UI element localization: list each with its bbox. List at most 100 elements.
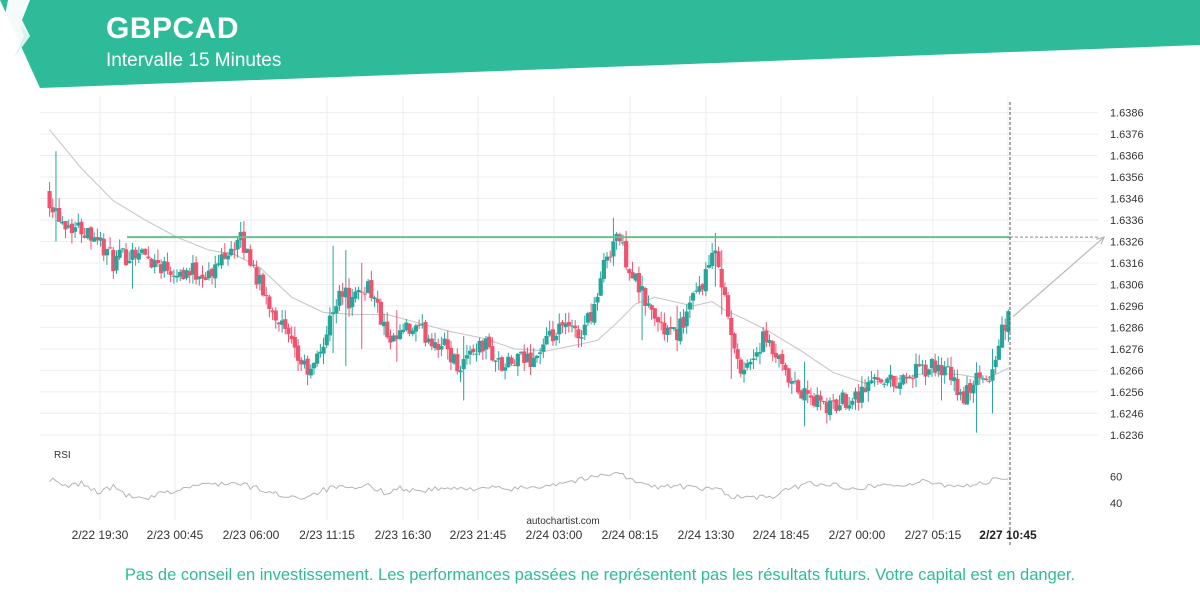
candle-body (369, 280, 374, 299)
candle-body (566, 321, 571, 326)
candle-body (780, 354, 785, 365)
candle-body (611, 241, 616, 257)
candle-body (321, 346, 326, 354)
candle-body (200, 274, 205, 279)
candle-body (827, 400, 833, 416)
price-tick-label: 1.6276 (1110, 344, 1144, 356)
candle-body (525, 353, 530, 363)
candle-body (143, 248, 148, 255)
candle-body (69, 223, 74, 234)
candle-body (57, 207, 62, 222)
candle-body (158, 264, 164, 274)
candle-body (582, 324, 587, 336)
candle-body (388, 335, 393, 343)
candle-body (996, 345, 1001, 360)
candle-body (235, 240, 240, 250)
candle-body (372, 297, 377, 300)
candle-body (181, 269, 186, 280)
price-tick-label: 1.6386 (1110, 108, 1144, 120)
candle-body (515, 353, 520, 367)
candle-body (738, 359, 743, 374)
candle-body (741, 369, 747, 375)
candle-body (643, 287, 648, 306)
candle-body (429, 338, 434, 347)
chart-overlay (127, 102, 1106, 545)
time-tick-label: 2/23 00:45 (147, 528, 204, 542)
candle-body (66, 225, 71, 228)
candle-body (139, 249, 145, 253)
interval-subtitle: Intervalle 15 Minutes (106, 50, 282, 71)
candle-body (754, 352, 759, 357)
candle-body (264, 295, 269, 297)
candle-body (550, 329, 555, 342)
rsi-tick-label: 60 (1110, 471, 1122, 483)
candle-body (1006, 311, 1011, 333)
candle-body (292, 337, 297, 348)
candle-body (448, 347, 454, 363)
candle-body (445, 339, 450, 350)
candle-body (977, 372, 982, 378)
candle-body (467, 350, 473, 355)
time-tick-label: 2/23 16:30 (375, 528, 432, 542)
candle-body (595, 296, 600, 303)
candle-body (958, 392, 963, 395)
candle-body (882, 383, 887, 385)
candle-body (974, 372, 979, 386)
projection-arrowhead (1096, 236, 1106, 245)
banner-shape (0, 0, 1200, 88)
candle-body (318, 351, 323, 354)
candle-body (589, 312, 594, 322)
watermark: autochartist.com (526, 516, 599, 527)
candle-body (999, 324, 1005, 348)
candle-body (302, 360, 307, 365)
candle-body (579, 337, 584, 339)
candle-body (557, 323, 562, 335)
candle-body (88, 227, 94, 241)
candle-body (455, 354, 460, 372)
price-tick-label: 1.6236 (1110, 430, 1144, 442)
candle-body (92, 237, 97, 242)
candle-body (761, 331, 766, 352)
candle-body (432, 342, 438, 349)
candle-body (168, 271, 173, 275)
candle-body (732, 333, 737, 349)
candle-body (117, 249, 122, 258)
candle-body (544, 335, 549, 345)
candle-body (82, 235, 87, 238)
candle-body (480, 340, 485, 352)
candle-body (257, 275, 262, 284)
candle-body (706, 264, 712, 268)
price-tick-label: 1.6326 (1110, 236, 1144, 248)
candle-body (684, 311, 689, 327)
candle-body (238, 232, 243, 241)
candle-body (703, 269, 708, 292)
candle-body (276, 322, 282, 325)
candle-body (831, 400, 836, 402)
candle-body (748, 361, 753, 365)
candle-body (280, 320, 285, 325)
candle-body (401, 329, 406, 333)
candle-body (477, 340, 482, 353)
rsi-tick-label: 40 (1110, 498, 1122, 510)
candle-body (764, 330, 769, 343)
candle-body (948, 366, 954, 381)
candle-body (464, 355, 469, 359)
candle-body (538, 352, 543, 354)
candle-body (716, 251, 721, 267)
candle-body (222, 252, 227, 259)
candle-body (76, 222, 81, 226)
candle-body (735, 349, 740, 359)
candle-body (531, 357, 536, 367)
candle-body (799, 390, 804, 399)
candle-body (512, 364, 517, 366)
candle-body (815, 394, 820, 408)
candle-body (853, 391, 858, 400)
candle-body (474, 353, 479, 355)
candle-body (471, 348, 476, 353)
candle-body (206, 270, 211, 279)
candle-body (926, 369, 931, 375)
autochartist-logo-icon (4, 0, 30, 58)
candle-body (308, 368, 313, 376)
candle-body (990, 369, 995, 381)
